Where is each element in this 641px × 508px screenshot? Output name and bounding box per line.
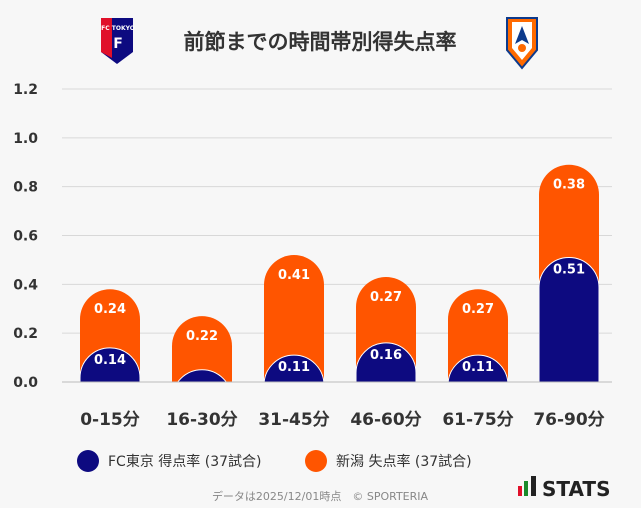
bar-fc-tokyo bbox=[80, 347, 140, 383]
bar-label-fc-tokyo: 0.14 bbox=[94, 353, 126, 368]
bar-label-niigata: 0.27 bbox=[370, 290, 402, 305]
x-tick-label: 31-45分 bbox=[258, 410, 329, 430]
x-tick-label: 61-75分 bbox=[442, 410, 513, 430]
bar-label-niigata: 0.41 bbox=[278, 268, 310, 283]
y-tick-label: 0.4 bbox=[13, 277, 38, 293]
fc-tokyo-logo: FC TOKYO F bbox=[101, 18, 135, 64]
gridlines bbox=[62, 88, 612, 383]
bar-label-fc-tokyo: 0.51 bbox=[553, 262, 585, 277]
bar-label-fc-tokyo: 0.11 bbox=[462, 360, 494, 375]
data-credit: データは2025/12/01時点 © SPORTERIA bbox=[212, 489, 429, 503]
legend: FC東京 得点率 (37試合) 新潟 失点率 (37試合) bbox=[77, 450, 472, 472]
y-tick-label: 0.0 bbox=[13, 375, 38, 391]
fc-tokyo-logo-text: FC TOKYO bbox=[101, 25, 135, 32]
svg-text:F: F bbox=[113, 36, 123, 52]
bar-fc-tokyo bbox=[448, 354, 508, 383]
stats-logo: STATS bbox=[518, 476, 610, 501]
bar-fc-tokyo bbox=[264, 354, 324, 383]
y-tick-label: 0.2 bbox=[13, 326, 38, 342]
bar-label-niigata: 0.24 bbox=[94, 302, 126, 317]
bar-label-niigata: 0.22 bbox=[186, 329, 218, 344]
bar-label-fc-tokyo: 0.16 bbox=[370, 348, 402, 363]
x-tick-label: 0-15分 bbox=[80, 410, 140, 430]
bar-niigata bbox=[172, 316, 232, 382]
x-axis-labels: 0-15分 16-30分 31-45分 46-60分 61-75分 76-90分 bbox=[80, 410, 604, 430]
legend-swatch-niigata bbox=[305, 450, 327, 472]
y-tick-label: 0.6 bbox=[13, 229, 38, 245]
bar-fc-tokyo bbox=[539, 257, 599, 382]
albirex-niigata-logo bbox=[506, 17, 538, 70]
x-tick-label: 76-90分 bbox=[533, 410, 604, 430]
bar-fc-tokyo bbox=[172, 369, 232, 383]
chart-title: 前節までの時間帯別得失点率 bbox=[184, 30, 457, 54]
bar-niigata bbox=[264, 255, 324, 382]
legend-label-fc-tokyo: FC東京 得点率 (37試合) bbox=[108, 453, 261, 470]
stats-logo-bar-green bbox=[524, 481, 528, 496]
y-tick-label: 1.2 bbox=[13, 82, 38, 98]
y-tick-label: 1.0 bbox=[13, 131, 38, 147]
bar-label-fc-tokyo: 0.11 bbox=[278, 360, 310, 375]
bars: 0.24 0.14 0.22 0.41 0.11 0.27 0.16 0.27 0.11 0.38… bbox=[62, 164, 612, 383]
x-tick-label: 16-30分 bbox=[166, 410, 237, 430]
y-axis-ticks: 0.0 0.2 0.4 0.6 0.8 1.0 1.2 bbox=[13, 82, 38, 391]
y-tick-label: 0.8 bbox=[13, 180, 38, 196]
legend-label-niigata: 新潟 失点率 (37試合) bbox=[336, 453, 472, 470]
legend-swatch-fc-tokyo bbox=[77, 450, 99, 472]
stats-logo-bar-red bbox=[518, 486, 522, 496]
bar-label-niigata: 0.27 bbox=[462, 302, 494, 317]
bar-label-niigata: 0.38 bbox=[553, 178, 585, 193]
bar-fc-tokyo bbox=[356, 342, 416, 382]
stats-logo-bar-black bbox=[531, 476, 536, 496]
x-tick-label: 46-60分 bbox=[350, 410, 421, 430]
stats-brand-text: STATS bbox=[542, 477, 610, 501]
